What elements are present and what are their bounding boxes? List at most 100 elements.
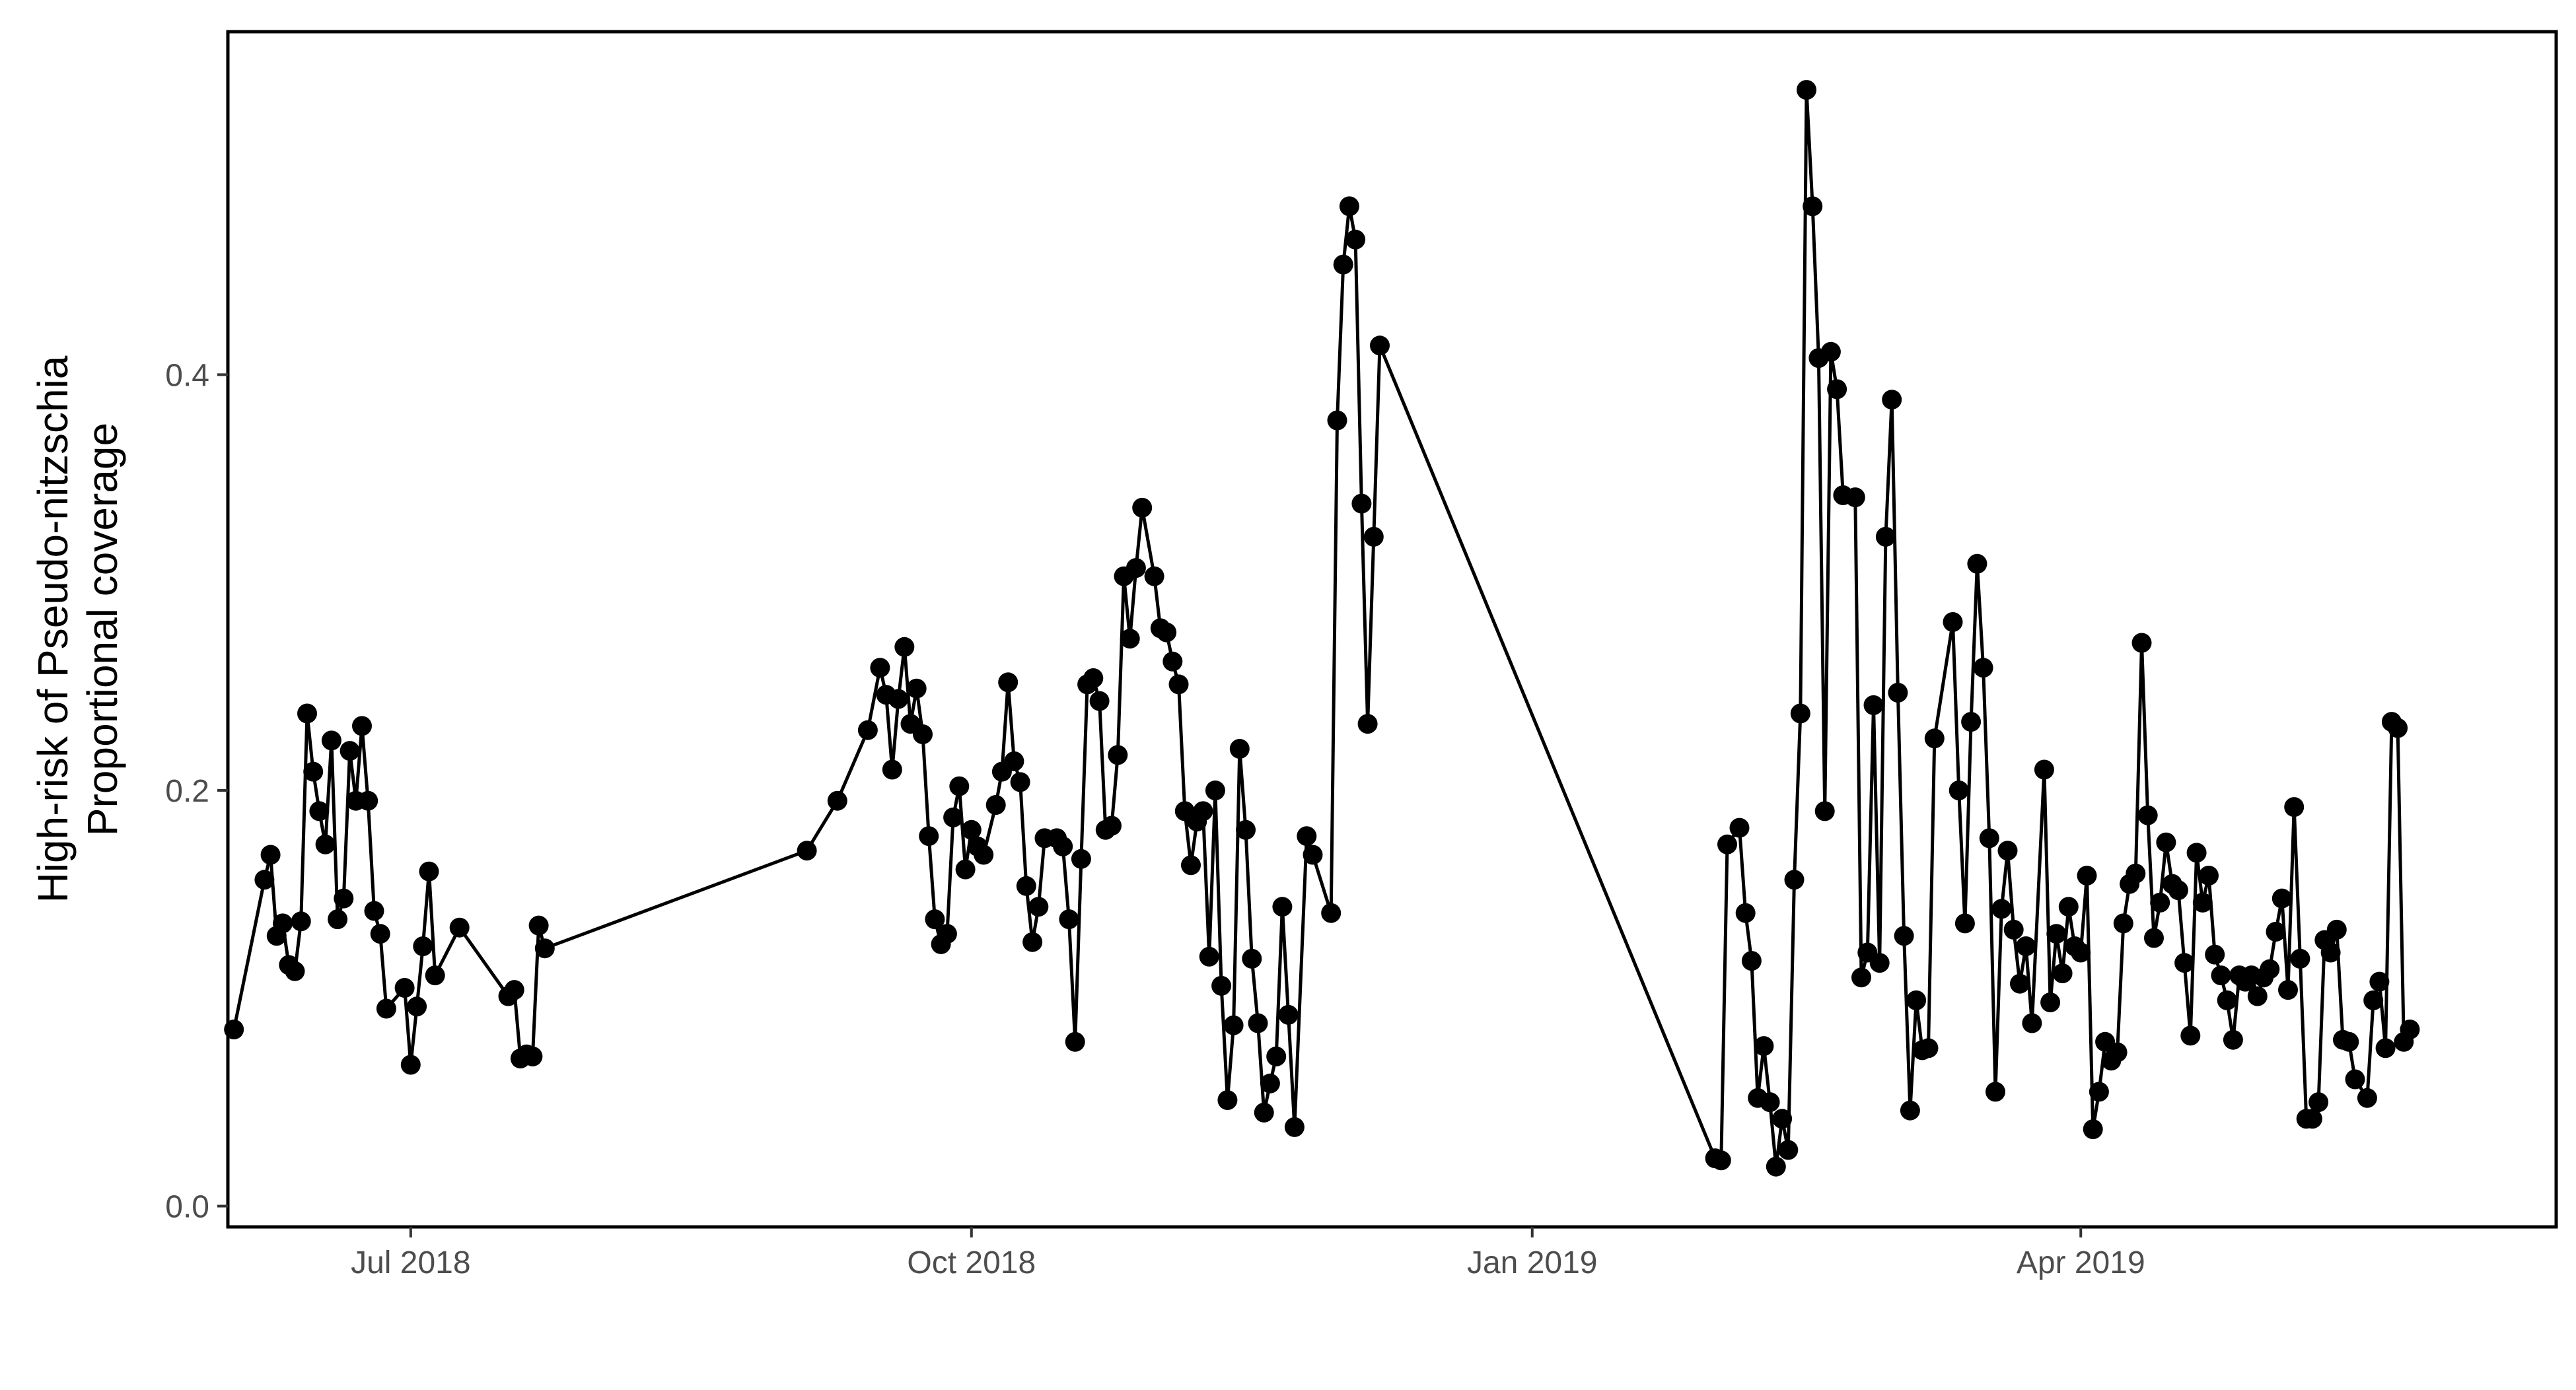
data-point: [2058, 897, 2079, 917]
data-point: [797, 841, 817, 861]
data-point: [974, 845, 994, 865]
y-axis-title-line-2: Proportional coverage: [79, 423, 126, 836]
data-point: [1223, 1015, 1244, 1035]
data-point: [1729, 817, 1750, 838]
data-point: [2003, 919, 2024, 940]
data-point: [1735, 903, 1756, 923]
data-point: [291, 911, 311, 932]
data-point: [1814, 801, 1835, 821]
data-point: [1089, 691, 1110, 711]
data-point: [913, 724, 933, 744]
data-point: [949, 776, 970, 796]
data-point: [2400, 1020, 2420, 1039]
data-point: [1918, 1038, 1939, 1059]
data-point: [2040, 992, 2061, 1012]
data-point: [2022, 1013, 2042, 1033]
data-point: [1351, 493, 1372, 514]
data-point: [1851, 967, 1871, 988]
data-point: [2223, 1029, 2243, 1050]
data-point: [1217, 1090, 1238, 1110]
data-point: [2083, 1119, 2103, 1140]
data-point: [328, 909, 348, 930]
data-point: [254, 870, 275, 890]
data-point: [1333, 254, 1353, 275]
data-point: [2278, 980, 2298, 1000]
data-point: [1820, 341, 1841, 362]
data-point: [1016, 876, 1036, 896]
data-point: [522, 1046, 543, 1066]
data-point: [1741, 951, 1762, 971]
data-point: [1772, 1109, 1793, 1129]
data-point: [1065, 1031, 1085, 1052]
data-point: [857, 720, 878, 740]
data-point: [1370, 335, 1390, 356]
data-point: [1900, 1100, 1920, 1121]
data-point: [394, 978, 415, 998]
data-point: [1766, 1156, 1786, 1177]
data-point: [1882, 390, 1902, 410]
data-point: [961, 819, 982, 840]
data-point: [2192, 892, 2213, 913]
data-point: [334, 888, 354, 909]
data-point: [2010, 973, 2030, 994]
data-point: [1108, 745, 1128, 765]
panel-border: [226, 30, 2558, 1229]
data-point: [919, 826, 939, 847]
data-point: [1059, 909, 1079, 930]
data-point: [906, 678, 927, 699]
data-point: [2168, 880, 2188, 901]
data-point: [1303, 845, 1323, 865]
data-point: [1997, 841, 2018, 861]
data-point: [273, 913, 293, 934]
data-point: [1973, 658, 1993, 678]
data-point: [1254, 1102, 1274, 1123]
data-point: [1010, 772, 1030, 792]
data-point: [1986, 1082, 2005, 1102]
data-point: [1357, 714, 1378, 734]
data-point: [2113, 913, 2133, 934]
data-point: [1229, 739, 1250, 759]
data-point: [1875, 526, 1896, 547]
data-point: [2247, 986, 2268, 1006]
data-point: [2205, 944, 2225, 965]
data-point: [1717, 834, 1737, 854]
data-point: [1211, 975, 1232, 996]
data-point: [1991, 899, 2012, 919]
data-point: [1803, 196, 1823, 217]
data-point: [894, 637, 915, 657]
data-point: [1967, 553, 1987, 574]
data-point: [1797, 80, 1816, 100]
data-point: [1004, 751, 1024, 771]
data-point: [1181, 855, 1201, 876]
data-point: [2016, 936, 2036, 956]
data-point: [2211, 965, 2231, 986]
data-point: [1760, 1092, 1780, 1113]
y-tick-label: 0.2: [165, 774, 209, 809]
data-point: [303, 761, 324, 782]
data-point: [2077, 866, 2097, 886]
data-point: [1083, 668, 1104, 688]
data-point: [2345, 1069, 2365, 1090]
data-point: [2308, 1092, 2329, 1113]
data-point: [1979, 828, 1999, 849]
data-point: [1297, 826, 1317, 847]
data-point: [1790, 703, 1810, 724]
data-point: [309, 801, 330, 821]
data-point: [425, 965, 445, 986]
data-point: [1827, 379, 1847, 400]
data-point: [1321, 903, 1342, 923]
data-point: [955, 859, 976, 880]
data-point: [1132, 497, 1153, 518]
data-point: [1339, 196, 1359, 217]
data-point: [1248, 1013, 1268, 1033]
data-point: [2302, 1109, 2322, 1129]
x-tick-label: Apr 2019: [2017, 1245, 2145, 1280]
data-point: [1345, 229, 1366, 250]
data-point: [504, 980, 524, 1000]
data-point: [2375, 1038, 2396, 1059]
data-point: [1924, 728, 1945, 749]
data-point: [1028, 897, 1049, 917]
data-point: [1168, 674, 1189, 695]
